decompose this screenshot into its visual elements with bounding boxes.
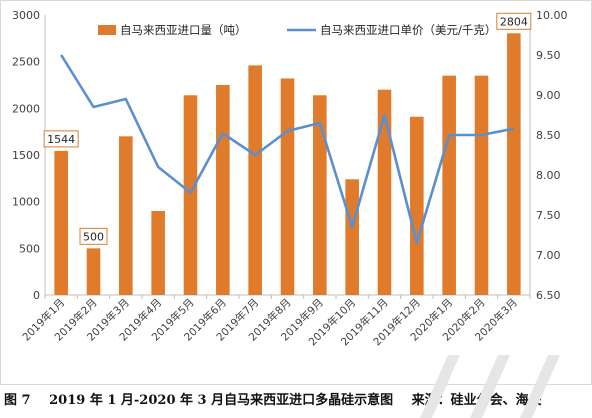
data-label-1: 1544: [47, 133, 75, 146]
y-left-tick-label: 2500: [12, 56, 40, 69]
y-left-tick-label: 0: [33, 289, 40, 302]
legend-label-volume: 自马来西亚进口量（吨）: [120, 23, 247, 37]
y-right-tick-label: 9.50: [536, 49, 561, 62]
bar-1: [54, 150, 68, 295]
bar-7: [248, 65, 262, 296]
data-label-box-1: [43, 130, 79, 148]
figure-caption: 图 7 2019 年 1 月-2020 年 3 月自马来西亚进口多晶硅示意图 来…: [4, 389, 592, 413]
bar-3: [119, 136, 133, 295]
legend-swatch-volume: [98, 25, 116, 35]
caption-figure-number: 图 7: [4, 393, 31, 408]
y-left-tick-label: 2000: [12, 102, 40, 115]
bar-13: [442, 75, 456, 296]
y-left-tick-label: 1500: [12, 149, 40, 162]
caption-title: 2019 年 1 月-2020 年 3 月自马来西亚进口多晶硅示意图: [49, 393, 394, 408]
bar-10: [345, 179, 359, 295]
legend-label-price: 自马来西亚进口单价（美元/千克）: [320, 23, 496, 37]
chart-svg: 1544 500 2804 0 500 1000 1500 2000 2500 3000 6.50…: [12, 9, 568, 348]
bar-14: [474, 75, 489, 296]
y-right-tick-label: 6.50: [536, 289, 561, 302]
data-label-2: 500: [83, 230, 104, 243]
y-right-tick-label: 8.00: [536, 169, 561, 182]
bar-15: [507, 33, 521, 295]
price-line: [60, 54, 515, 245]
watermark-stripes: [420, 355, 560, 418]
chart-frame: [0, 0, 592, 385]
bars: [54, 33, 521, 296]
data-label-box-15: [496, 12, 532, 30]
data-labels: 1544 500 2804: [43, 12, 532, 245]
y-right-tick-label: 9.00: [536, 89, 561, 102]
bar-9: [313, 95, 327, 296]
bar-8: [280, 78, 295, 295]
y-left-tick-label: 1000: [12, 196, 40, 209]
bar-11: [377, 89, 392, 296]
y-right-tick-label: 7.50: [536, 209, 561, 222]
y-left-tick-label: 500: [19, 242, 40, 255]
data-label-15: 2804: [500, 15, 528, 28]
bar-4: [151, 211, 165, 295]
bar-2: [86, 248, 101, 295]
y-left-tick-label: 3000: [12, 9, 40, 22]
bar-6: [216, 85, 230, 295]
legend: 自马来西亚进口量（吨） 自马来西亚进口单价（美元/千克）: [98, 23, 496, 37]
data-label-box-2: [79, 227, 108, 245]
bar-12: [410, 116, 424, 295]
y-right-tick-label: 10.00: [536, 9, 568, 22]
y-right-tick-label: 7.00: [536, 249, 561, 262]
bar-5: [183, 95, 198, 296]
y-right-tick-label: 8.50: [536, 129, 561, 142]
caption-source: 来源：硅业分会、海关: [411, 393, 542, 408]
